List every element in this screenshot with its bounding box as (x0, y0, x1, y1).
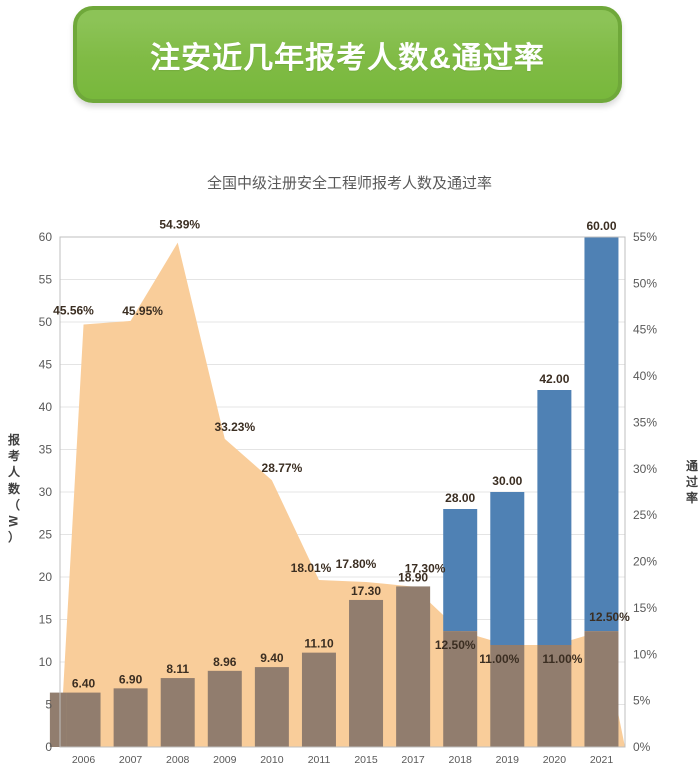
svg-text:40%: 40% (633, 369, 657, 383)
svg-text:45.95%: 45.95% (122, 304, 163, 318)
svg-text:30%: 30% (633, 462, 657, 476)
svg-text:15%: 15% (633, 601, 657, 615)
svg-text:17.30%: 17.30% (405, 562, 446, 576)
svg-text:5: 5 (45, 698, 52, 712)
svg-text:5%: 5% (633, 694, 651, 708)
svg-text:20: 20 (39, 570, 53, 584)
svg-text:2015: 2015 (354, 754, 378, 766)
svg-text:45.56%: 45.56% (53, 304, 94, 318)
svg-text:30: 30 (39, 485, 53, 499)
svg-text:2019: 2019 (496, 754, 520, 766)
svg-text:55: 55 (39, 273, 53, 287)
svg-text:10: 10 (39, 655, 53, 669)
svg-text:33.23%: 33.23% (214, 420, 255, 434)
svg-text:8.11: 8.11 (166, 662, 189, 676)
svg-text:6.90: 6.90 (119, 672, 143, 686)
svg-text:35%: 35% (633, 415, 657, 429)
svg-text:2009: 2009 (213, 754, 237, 766)
svg-text:50: 50 (39, 315, 53, 329)
svg-text:0%: 0% (633, 740, 651, 754)
svg-text:35: 35 (39, 443, 53, 457)
svg-text:25: 25 (39, 528, 53, 542)
svg-text:10%: 10% (633, 647, 657, 661)
svg-text:28.77%: 28.77% (262, 461, 303, 475)
svg-text:17.30: 17.30 (351, 584, 381, 598)
svg-text:60.00: 60.00 (586, 219, 616, 233)
svg-text:50%: 50% (633, 276, 657, 290)
svg-text:9.40: 9.40 (260, 651, 284, 665)
svg-text:25%: 25% (633, 508, 657, 522)
svg-text:42.00: 42.00 (539, 372, 569, 386)
svg-text:12.50%: 12.50% (435, 638, 476, 652)
svg-text:20%: 20% (633, 555, 657, 569)
svg-text:40: 40 (39, 400, 53, 414)
svg-text:2010: 2010 (260, 754, 284, 766)
svg-text:11.00%: 11.00% (479, 652, 519, 666)
svg-text:30.00: 30.00 (492, 474, 522, 488)
svg-text:15: 15 (39, 613, 53, 627)
svg-text:2007: 2007 (119, 754, 143, 766)
svg-text:45: 45 (39, 358, 53, 372)
svg-text:54.39%: 54.39% (159, 218, 200, 232)
svg-text:2008: 2008 (166, 754, 190, 766)
svg-text:45%: 45% (633, 323, 657, 337)
svg-text:11.00%: 11.00% (542, 652, 582, 666)
svg-text:2011: 2011 (308, 754, 331, 766)
svg-text:2017: 2017 (401, 754, 425, 766)
svg-text:2018: 2018 (449, 754, 473, 766)
svg-text:60: 60 (39, 230, 53, 244)
svg-text:2021: 2021 (590, 754, 614, 766)
svg-text:11.10: 11.10 (304, 637, 334, 651)
svg-text:12.50%: 12.50% (589, 610, 630, 624)
svg-text:17.80%: 17.80% (336, 557, 377, 571)
svg-text:8.96: 8.96 (213, 655, 237, 669)
svg-text:55%: 55% (633, 230, 657, 244)
svg-text:28.00: 28.00 (445, 491, 475, 505)
svg-text:2006: 2006 (72, 754, 96, 766)
svg-text:2020: 2020 (543, 754, 567, 766)
svg-text:0: 0 (45, 740, 52, 754)
svg-text:6.40: 6.40 (72, 677, 96, 691)
svg-text:18.01%: 18.01% (291, 561, 332, 575)
